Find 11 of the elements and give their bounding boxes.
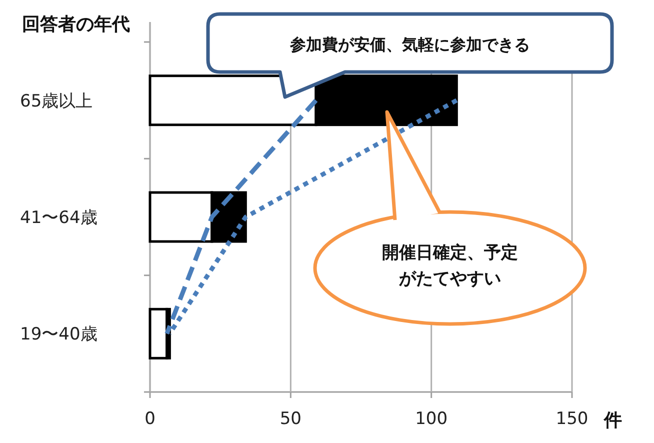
annotation: 参加費が安価、気軽に参加できる — [289, 35, 530, 54]
x-axis-title: 件 — [603, 410, 622, 431]
y-tick-label: 41〜64歳 — [20, 208, 98, 228]
annotation: 開催日確定、予定がたてやすい — [382, 243, 518, 289]
x-tick-label: 50 — [280, 409, 302, 429]
x-tick-label: 0 — [144, 409, 156, 429]
y-tick-label: 65歳以上 — [20, 91, 93, 112]
x-tick-label: 150 — [556, 409, 588, 429]
y-axis-title: 回答者の年代 — [22, 14, 130, 35]
x-tick-label: 100 — [415, 409, 448, 429]
y-tick-label: 19〜40歳 — [20, 324, 98, 345]
